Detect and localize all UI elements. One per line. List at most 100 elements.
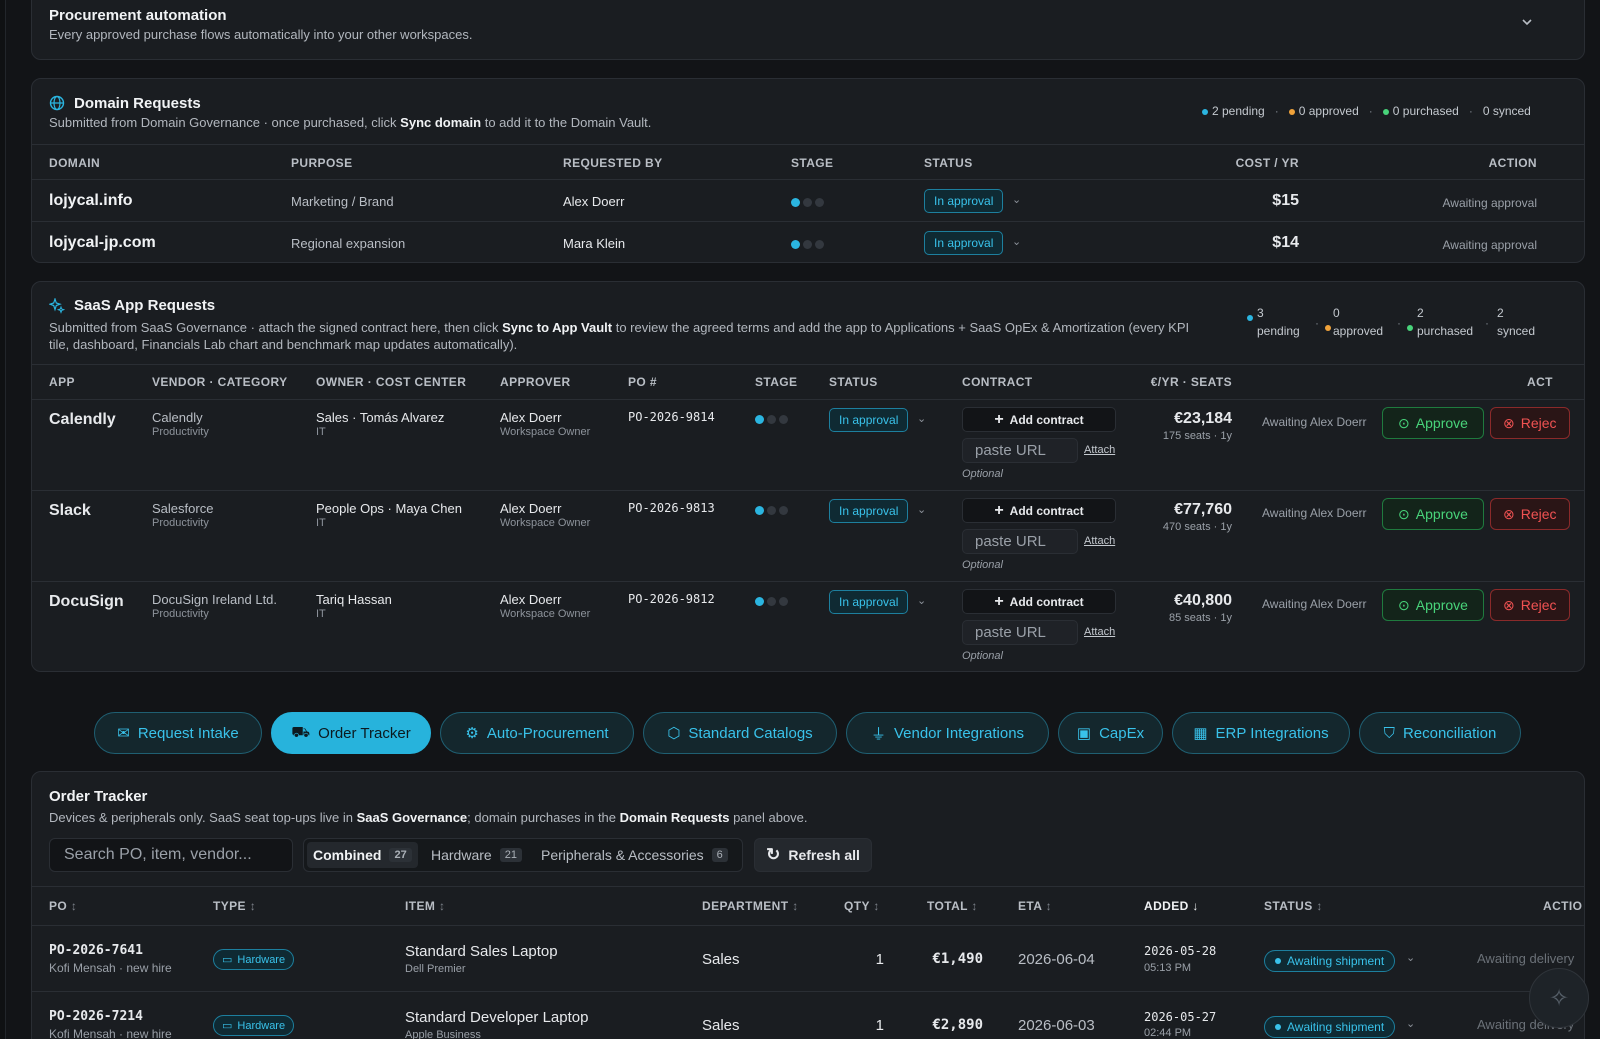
owner-name: Tariq Hassan <box>316 592 392 607</box>
app-name[interactable]: Slack <box>49 502 91 519</box>
chevron-down-icon[interactable]: ⌄ <box>917 595 927 607</box>
add-contract-button[interactable]: + Add contract <box>962 498 1116 523</box>
add-contract-button[interactable]: + Add contract <box>962 407 1116 432</box>
approver-name: Alex Doerr <box>500 501 562 516</box>
col-cost: COST / YR <box>1235 156 1299 170</box>
reject-button[interactable]: ⊗ Rejec <box>1490 498 1570 530</box>
assistant-fab[interactable]: ✧ <box>1529 968 1589 1028</box>
optional-label: Optional <box>962 559 1003 571</box>
tab-order-tracker[interactable]: ⛟ Order Tracker <box>271 712 431 754</box>
approve-button[interactable]: ⊙ Approve <box>1382 589 1484 621</box>
building-icon: ▦ <box>1193 725 1208 742</box>
refresh-all-button[interactable]: ↻ Refresh all <box>754 838 872 872</box>
po-number[interactable]: PO-2026-7641 <box>49 943 143 958</box>
laptop-icon: ▭ <box>222 1020 233 1032</box>
col-item[interactable]: ITEM ↕ <box>405 899 446 913</box>
total: €1,490 <box>932 951 983 967</box>
tab-reconciliation[interactable]: ⛉ Reconciliation <box>1359 712 1521 754</box>
segment-combined[interactable]: Combined 27 <box>307 842 418 868</box>
tab-erp-integrations[interactable]: ▦ ERP Integrations <box>1172 712 1350 754</box>
x-circle-icon: ⊗ <box>1503 414 1515 431</box>
stage-dots <box>791 198 824 207</box>
reject-button[interactable]: ⊗ Rejec <box>1490 589 1570 621</box>
col-type[interactable]: TYPE ↕ <box>213 899 257 913</box>
status-badge[interactable]: Awaiting shipment <box>1264 950 1396 972</box>
search-input[interactable] <box>49 838 293 872</box>
chevron-down-icon[interactable]: ⌄ <box>1406 952 1416 964</box>
added-date: 2026-05-27 <box>1144 1010 1217 1024</box>
attach-link[interactable]: Attach <box>1084 444 1116 456</box>
status-badge[interactable]: In approval <box>924 231 1004 255</box>
added-time: 05:13 PM <box>1144 962 1192 974</box>
col-eta[interactable]: ETA ↕ <box>1018 899 1053 913</box>
order-tracker-subtitle: Devices & peripherals only. SaaS seat to… <box>49 810 808 825</box>
chevron-down-icon[interactable]: ⌄ <box>917 504 927 516</box>
domain-action: Awaiting approval <box>1442 238 1537 252</box>
segment-hardware[interactable]: Hardware 21 <box>425 842 528 868</box>
status-badge[interactable]: In approval <box>924 189 1004 213</box>
tab-capex[interactable]: ▣ CapEx <box>1058 712 1163 754</box>
domain-name[interactable]: lojycal-jp.com <box>49 234 156 251</box>
col-domain: DOMAIN <box>49 156 101 170</box>
col-department[interactable]: DEPARTMENT ↕ <box>702 899 799 913</box>
col-stage: STAGE <box>755 375 798 389</box>
chevron-down-icon[interactable]: ⌄ <box>1406 1018 1416 1030</box>
segment-peripherals[interactable]: Peripherals & Accessories 6 <box>535 842 734 868</box>
tab-standard-catalogs[interactable]: ⬡ Standard Catalogs <box>643 712 837 754</box>
chevron-down-icon[interactable]: ⌄ <box>917 413 927 425</box>
approve-button[interactable]: ⊙ Approve <box>1382 407 1484 439</box>
requester: Kofi Mensah · new hire <box>49 1027 172 1039</box>
col-added[interactable]: ADDED ↓ <box>1144 899 1199 913</box>
col-contract: CONTRACT <box>962 375 1033 389</box>
col-po[interactable]: PO ↕ <box>49 899 78 913</box>
vendor-name: DocuSign Ireland Ltd. <box>152 592 278 607</box>
awaiting-approver: Awaiting Alex Doerr <box>1262 597 1367 611</box>
plus-icon: + <box>994 501 1004 519</box>
stage-dots <box>755 506 788 515</box>
contract-url-input[interactable] <box>962 529 1078 554</box>
col-status[interactable]: STATUS ↕ <box>1264 899 1323 913</box>
status-badge[interactable]: Awaiting shipment <box>1264 1016 1396 1038</box>
vendor-category: Productivity <box>152 517 209 529</box>
chevron-down-icon[interactable]: ⌄ <box>1012 194 1022 206</box>
item-name: Standard Sales Laptop <box>405 943 558 960</box>
contract-url-input[interactable] <box>962 438 1078 463</box>
x-circle-icon: ⊗ <box>1503 505 1515 522</box>
bot-icon: ⚙ <box>465 725 479 742</box>
check-circle-icon: ⊙ <box>1398 414 1410 431</box>
status-badge[interactable]: In approval <box>829 590 909 614</box>
wallet-icon: ▣ <box>1076 725 1092 742</box>
sparkles-icon: ✧ <box>1548 984 1570 1012</box>
approve-button[interactable]: ⊙ Approve <box>1382 498 1484 530</box>
col-total[interactable]: TOTAL ↕ <box>927 899 978 913</box>
check-circle-icon: ⊙ <box>1398 505 1410 522</box>
chevron-down-icon[interactable] <box>1520 15 1534 29</box>
status-badge[interactable]: In approval <box>829 408 909 432</box>
contract-url-input[interactable] <box>962 620 1078 645</box>
automation-card[interactable]: Procurement automation Every approved pu… <box>31 0 1585 60</box>
left-rail <box>0 0 6 1039</box>
col-vendor-category: VENDOR · CATEGORY <box>152 375 288 389</box>
package-icon: ⬡ <box>667 725 681 742</box>
truck-icon: ⛟ <box>291 723 311 741</box>
annual-cost: €23,184 <box>1174 410 1232 427</box>
chevron-down-icon[interactable]: ⌄ <box>1012 236 1022 248</box>
app-name[interactable]: DocuSign <box>49 593 124 610</box>
attach-link[interactable]: Attach <box>1084 535 1116 547</box>
attach-link[interactable]: Attach <box>1084 626 1116 638</box>
col-status: STATUS <box>829 375 878 389</box>
vendor-name: Salesforce <box>152 501 214 516</box>
po-number[interactable]: PO-2026-7214 <box>49 1009 143 1024</box>
domain-name[interactable]: lojycal.info <box>49 192 133 209</box>
status-badge[interactable]: In approval <box>829 499 909 523</box>
reject-button[interactable]: ⊗ Rejec <box>1490 407 1570 439</box>
app-name[interactable]: Calendly <box>49 411 116 428</box>
tab-vendor-integrations[interactable]: ⏚ Vendor Integrations <box>846 712 1049 754</box>
tab-request-intake[interactable]: ✉ Request Intake <box>94 712 262 754</box>
department: Sales <box>702 1017 740 1034</box>
col-qty[interactable]: QTY ↕ <box>844 899 880 913</box>
domain-requests-card: Domain Requests Submitted from Domain Go… <box>31 78 1585 263</box>
eta: 2026-06-03 <box>1018 1017 1095 1034</box>
add-contract-button[interactable]: + Add contract <box>962 589 1116 614</box>
tab-auto-procurement[interactable]: ⚙ Auto-Procurement <box>440 712 634 754</box>
